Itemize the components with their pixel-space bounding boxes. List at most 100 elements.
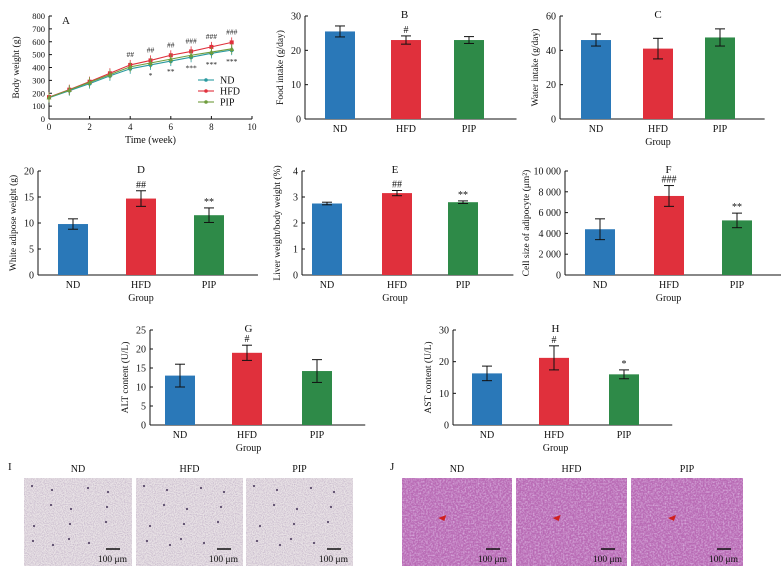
bar-pip [722, 220, 752, 275]
cell-nucleus [259, 525, 261, 527]
series-line-hfd [49, 42, 232, 97]
cell-nucleus [166, 489, 168, 491]
bar-nd [58, 224, 88, 275]
bar-hfd [654, 196, 684, 275]
bar-pip [454, 40, 484, 119]
x-tick-label: HFD [237, 430, 257, 441]
panel-label: I [8, 461, 12, 473]
y-tick-label: 30 [439, 326, 449, 337]
significance-mark: ### [226, 27, 238, 36]
x-tick-label: PIP [202, 280, 217, 291]
y-axis-label: AST content (U/L) [423, 341, 434, 413]
y-axis-label: Water intake (g/day) [530, 29, 541, 107]
cell-nucleus [146, 540, 148, 542]
y-tick-label: 0 [141, 421, 146, 432]
y-tick-label: 600 [32, 37, 45, 47]
y-tick-label: 0 [556, 271, 561, 282]
panel-d: 0 5 10 15 20 ND ## HFD ** PIP Group White adipose w… [8, 164, 258, 304]
cell-nucleus [50, 504, 52, 506]
y-axis-label: Cell size of adipocyte (μm²) [521, 170, 532, 277]
cell-nucleus [106, 506, 108, 508]
cell-nucleus [333, 491, 335, 493]
micrograph-texture [631, 478, 743, 566]
y-tick-label: 400 [32, 63, 45, 73]
x-tick-label: HFD [387, 280, 407, 291]
cell-nucleus [290, 538, 292, 540]
cell-nucleus [296, 508, 298, 510]
bar-nd [325, 31, 355, 119]
cell-nucleus [183, 523, 185, 525]
y-tick-label: 0 [296, 115, 301, 126]
y-axis-label: Food intake (g/day) [275, 30, 286, 105]
x-tick-label: 2 [87, 122, 92, 132]
cell-nucleus [87, 487, 89, 489]
bar-nd [312, 204, 342, 276]
legend-label: ND [220, 76, 234, 87]
panel-label: E [392, 164, 399, 176]
y-tick-label: 30 [291, 12, 301, 23]
y-axis-label: Body weight (g) [11, 36, 22, 98]
y-tick-label: 25 [136, 326, 146, 337]
micrograph-texture [136, 478, 243, 566]
x-tick-label: HFD [544, 430, 564, 441]
significance-mark: # [245, 334, 250, 345]
micrograph-title: PIP [680, 464, 695, 475]
legend-label: PIP [220, 98, 235, 109]
micrograph-texture [516, 478, 627, 566]
x-tick-label: ND [593, 280, 607, 291]
panel-label: A [62, 15, 70, 27]
bar-pip [609, 374, 639, 425]
x-tick-label: PIP [310, 430, 325, 441]
y-tick-label: 2 000 [539, 250, 562, 261]
cell-nucleus [200, 487, 202, 489]
cell-nucleus [51, 489, 53, 491]
micrograph-texture [24, 478, 132, 566]
scale-bar-label: 100 μm [319, 555, 349, 565]
bar-hfd [382, 193, 412, 275]
cell-nucleus [32, 540, 34, 542]
cell-nucleus [256, 540, 258, 542]
cell-nucleus [143, 485, 145, 487]
significance-mark: # [404, 25, 409, 36]
significance-mark: *** [185, 63, 197, 72]
significance-mark: ## [136, 180, 146, 191]
x-axis-label: Group [543, 443, 569, 454]
significance-mark: ** [167, 67, 175, 76]
bar-nd [581, 40, 611, 119]
y-tick-label: 10 [24, 219, 34, 230]
micrograph-texture [402, 478, 512, 566]
cell-nucleus [69, 523, 71, 525]
panel-e: 01234ND##HFD**PIPGroupLiver weight/body … [272, 164, 513, 304]
x-tick-label: ND [589, 124, 603, 135]
y-tick-label: 15 [136, 364, 146, 375]
y-tick-label: 5 [141, 402, 146, 413]
significance-mark: ** [732, 202, 742, 213]
cell-nucleus [310, 487, 312, 489]
x-tick-label: 8 [209, 122, 214, 132]
panel-f: 02 0004 0006 0008 00010 000ND###HFD**PIP… [521, 164, 781, 304]
x-axis-label: Time (week) [125, 135, 176, 146]
micrograph-panel-j: J ND 100 μm HFD 100 μm PIP 100 μm [390, 461, 743, 566]
bar-hfd [391, 40, 421, 119]
cell-nucleus [279, 544, 281, 546]
legend-marker [204, 100, 208, 104]
panel-label: D [137, 164, 145, 176]
bar-pip [194, 215, 224, 275]
x-axis-label: Group [645, 137, 671, 148]
significance-mark: ## [147, 45, 155, 54]
y-tick-label: 20 [546, 80, 556, 91]
significance-mark: ### [185, 36, 197, 45]
significance-mark: ## [126, 50, 134, 59]
y-tick-label: 0 [444, 421, 449, 432]
y-tick-label: 0 [41, 114, 45, 124]
significance-mark: *** [206, 60, 218, 69]
cell-nucleus [163, 504, 165, 506]
x-tick-label: ND [480, 430, 494, 441]
micrograph-title: ND [71, 464, 85, 475]
panel-label: J [390, 461, 395, 473]
y-tick-label: 20 [24, 167, 34, 178]
legend-marker [204, 89, 208, 93]
legend-label: HFD [220, 87, 240, 98]
significance-mark: ### [206, 32, 218, 41]
x-tick-label: ND [320, 280, 334, 291]
